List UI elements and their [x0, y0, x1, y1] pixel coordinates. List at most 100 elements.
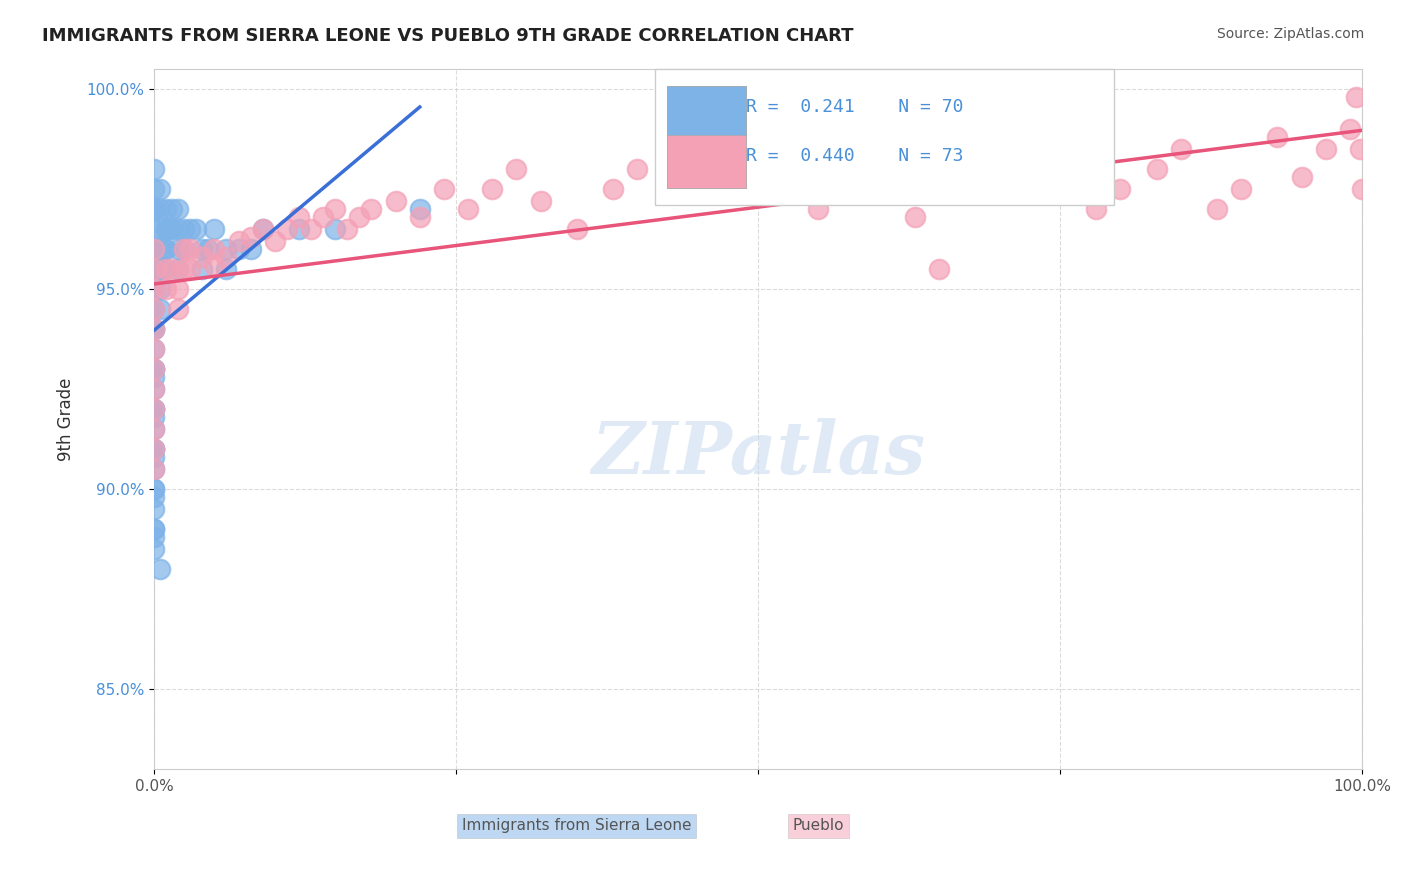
Point: [143, 282, 166, 296]
Point: [149, 301, 172, 316]
Point: [1206, 202, 1229, 216]
Point: [143, 502, 166, 516]
Point: [1291, 169, 1313, 184]
Point: [143, 362, 166, 376]
Point: [143, 382, 166, 396]
Point: [1267, 129, 1289, 144]
Point: [1344, 89, 1367, 103]
Point: [143, 482, 166, 496]
Point: [155, 261, 177, 276]
Point: [1351, 181, 1374, 195]
Point: [1146, 161, 1168, 176]
FancyBboxPatch shape: [668, 135, 747, 187]
Point: [173, 242, 195, 256]
Point: [179, 261, 201, 276]
Point: [143, 462, 166, 476]
Point: [143, 181, 166, 195]
Point: [409, 210, 432, 224]
Point: [143, 202, 166, 216]
Point: [155, 261, 177, 276]
Point: [160, 221, 183, 235]
Point: [1109, 181, 1132, 195]
Point: [686, 153, 709, 168]
Point: [155, 221, 177, 235]
Point: [143, 370, 166, 384]
Point: [167, 242, 190, 256]
Point: [143, 322, 166, 336]
Point: [299, 221, 322, 235]
Point: [336, 221, 359, 235]
Point: [167, 282, 190, 296]
Point: [783, 142, 806, 156]
Point: [143, 462, 166, 476]
Point: [143, 261, 166, 276]
Point: [312, 210, 335, 224]
Point: [191, 242, 214, 256]
Point: [988, 181, 1011, 195]
Point: [143, 301, 166, 316]
Point: [844, 181, 866, 195]
Point: [143, 542, 166, 557]
FancyBboxPatch shape: [668, 86, 747, 138]
Point: [191, 250, 214, 264]
Point: [143, 450, 166, 464]
Text: IMMIGRANTS FROM SIERRA LEONE VS PUEBLO 9TH GRADE CORRELATION CHART: IMMIGRANTS FROM SIERRA LEONE VS PUEBLO 9…: [42, 27, 853, 45]
Point: [928, 261, 950, 276]
Point: [252, 221, 274, 235]
Point: [1085, 202, 1108, 216]
Point: [481, 181, 503, 195]
Point: [215, 250, 238, 264]
Point: [202, 221, 225, 235]
Point: [149, 562, 172, 576]
Point: [152, 242, 174, 256]
Point: [167, 202, 190, 216]
Text: Source: ZipAtlas.com: Source: ZipAtlas.com: [1216, 27, 1364, 41]
Text: Immigrants from Sierra Leone: Immigrants from Sierra Leone: [463, 818, 692, 833]
Point: [239, 229, 262, 244]
Point: [1315, 142, 1337, 156]
Point: [747, 161, 769, 176]
Point: [143, 522, 166, 536]
Point: [143, 221, 166, 235]
FancyBboxPatch shape: [668, 135, 747, 187]
Point: [215, 242, 238, 256]
Point: [409, 202, 432, 216]
Point: [323, 221, 346, 235]
Text: R =  0.440    N = 73: R = 0.440 N = 73: [747, 147, 963, 165]
Point: [149, 221, 172, 235]
Point: [228, 234, 250, 248]
Point: [143, 362, 166, 376]
Point: [143, 242, 166, 256]
Point: [155, 242, 177, 256]
Point: [965, 142, 987, 156]
Point: [167, 301, 190, 316]
Point: [143, 482, 166, 496]
Point: [602, 181, 624, 195]
Point: [904, 210, 927, 224]
Point: [1339, 121, 1361, 136]
Point: [143, 322, 166, 336]
Text: ZIPatlas: ZIPatlas: [591, 418, 925, 490]
Point: [143, 362, 166, 376]
Point: [155, 282, 177, 296]
Point: [186, 221, 208, 235]
Point: [160, 261, 183, 276]
Point: [149, 261, 172, 276]
Point: [143, 401, 166, 416]
Point: [167, 221, 190, 235]
Point: [433, 181, 456, 195]
Point: [155, 202, 177, 216]
Point: [143, 261, 166, 276]
Point: [263, 234, 285, 248]
Point: [173, 221, 195, 235]
Point: [143, 202, 166, 216]
Point: [143, 401, 166, 416]
Point: [149, 202, 172, 216]
Point: [565, 221, 588, 235]
Y-axis label: 9th Grade: 9th Grade: [58, 377, 75, 460]
Point: [1025, 161, 1047, 176]
Point: [167, 261, 190, 276]
Point: [143, 422, 166, 436]
Point: [1170, 142, 1192, 156]
Point: [143, 442, 166, 456]
